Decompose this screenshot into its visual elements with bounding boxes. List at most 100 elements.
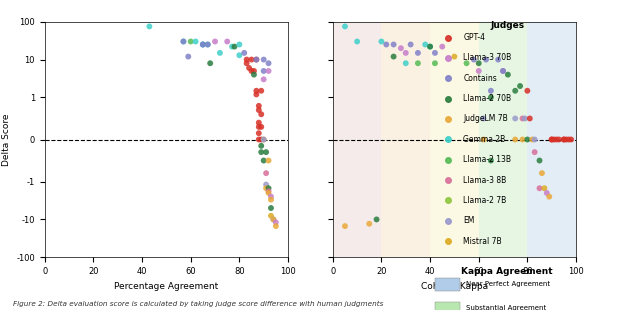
Point (420, 42, 430, 47)
Bar (479, 22, 527, 257)
Point (222, 39, 232, 44)
Point (261, 182, 271, 187)
Point (461, 61, 472, 66)
Point (256, 112, 266, 117)
Point (252, 57, 262, 62)
Point (442, 157, 452, 162)
Text: Figure 2: Delta evaluation score is calculated by taking judge score difference : Figure 2: Delta evaluation score is calc… (13, 301, 383, 307)
Point (498, 69, 508, 73)
Point (503, 72, 513, 77)
Point (376, 39, 387, 44)
Point (479, 116, 489, 121)
Point (268, 217, 278, 222)
Text: Llama-3 70B: Llama-3 70B (463, 53, 511, 62)
Point (510, 137, 520, 142)
Point (264, 61, 274, 66)
Point (234, 42, 244, 47)
Bar (430, 22, 479, 257)
Point (241, 61, 252, 66)
Point (406, 42, 416, 47)
Point (259, 57, 269, 62)
Point (442, 35, 452, 40)
Point (183, 54, 193, 59)
Point (259, 137, 269, 142)
Point (559, 137, 569, 142)
Point (249, 72, 259, 77)
Point (541, 190, 552, 195)
Text: Gemma 2B: Gemma 2B (463, 135, 506, 144)
Point (442, 96, 452, 101)
Point (517, 137, 527, 142)
Point (381, 42, 392, 47)
Point (425, 44, 435, 49)
Text: JudgeLM 7B: JudgeLM 7B (463, 114, 508, 123)
Point (486, 88, 496, 93)
Point (442, 117, 452, 122)
Point (510, 116, 520, 121)
Point (198, 42, 208, 47)
Point (205, 61, 215, 66)
Point (256, 150, 266, 155)
Point (264, 158, 274, 163)
Point (253, 103, 264, 108)
Point (547, 137, 557, 142)
Point (253, 137, 264, 142)
Point (229, 44, 239, 49)
Point (241, 57, 252, 62)
Point (493, 57, 503, 62)
Text: Llama-2 13B: Llama-2 13B (463, 155, 511, 164)
Text: (b): (b) (447, 309, 462, 310)
Point (259, 77, 269, 82)
Point (413, 51, 423, 55)
Point (259, 69, 269, 73)
Point (340, 24, 350, 29)
Point (525, 116, 535, 121)
Point (442, 55, 452, 60)
Point (264, 69, 274, 73)
Point (271, 220, 281, 225)
Point (401, 61, 411, 66)
Point (352, 39, 362, 44)
Point (144, 24, 154, 29)
Point (210, 39, 220, 44)
Point (268, 217, 278, 222)
Point (198, 42, 208, 47)
Text: EM: EM (463, 216, 475, 225)
Point (442, 239, 452, 244)
Point (253, 131, 264, 136)
Point (264, 189, 274, 194)
Bar (333, 22, 381, 257)
Point (479, 137, 489, 142)
Point (544, 194, 554, 199)
Point (203, 42, 213, 47)
Text: Llama-2 70B: Llama-2 70B (463, 94, 511, 103)
Point (498, 69, 508, 73)
Text: (a): (a) (159, 309, 174, 310)
Point (396, 46, 406, 51)
Point (246, 57, 257, 62)
Point (442, 76, 452, 81)
Point (179, 39, 189, 44)
Point (442, 218, 452, 223)
Point (256, 124, 266, 129)
Point (249, 69, 259, 73)
Point (529, 137, 540, 142)
Point (534, 158, 545, 163)
Point (522, 88, 532, 93)
Point (554, 137, 564, 142)
Point (527, 137, 538, 142)
Point (430, 61, 440, 66)
Point (227, 44, 237, 49)
Point (564, 137, 574, 142)
Point (401, 51, 411, 55)
Point (552, 137, 562, 142)
Point (561, 137, 572, 142)
Point (534, 186, 545, 191)
Point (547, 137, 557, 142)
Text: Contains: Contains (463, 74, 497, 83)
Text: Substantial Agreement: Substantial Agreement (467, 305, 547, 310)
Point (261, 186, 271, 191)
X-axis label: Cohen's Kappa: Cohen's Kappa (421, 281, 488, 290)
Text: Llama-3 8B: Llama-3 8B (463, 175, 506, 184)
Point (252, 88, 262, 93)
